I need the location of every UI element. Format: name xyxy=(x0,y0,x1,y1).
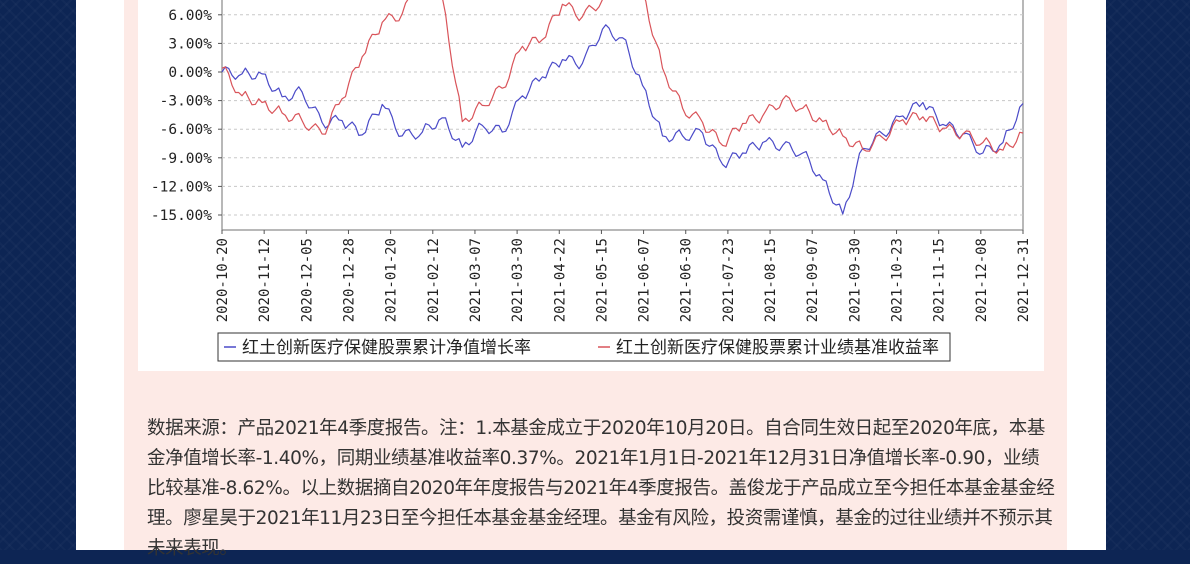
x-tick-label: 2021-06-30 xyxy=(679,238,695,322)
y-tick-label: 6.00% xyxy=(168,8,212,24)
x-tick-label: 2020-12-05 xyxy=(299,238,315,322)
y-tick-label: 0.00% xyxy=(168,65,212,81)
y-tick-label: -15.00% xyxy=(151,208,212,224)
chart-container: 6.00% 3.00% 0.00% -3.00% -6.00% -9.00% -12.00%… xyxy=(138,0,1044,371)
x-tick-label: 2021-01-20 xyxy=(384,238,400,322)
data-source-note: 数据来源：产品2021年4季度报告。注：1.本基金成立于2020年10月20日。… xyxy=(147,418,1055,559)
x-tick-label: 2020-12-28 xyxy=(341,238,357,322)
x-tick-label: 2020-11-12 xyxy=(257,238,273,322)
x-tick-label: 2021-02-12 xyxy=(426,238,442,322)
x-tick-label: 2021-04-22 xyxy=(552,238,568,322)
x-tick-label: 2021-11-15 xyxy=(932,238,948,322)
x-tick-label: 2021-12-08 xyxy=(974,238,990,322)
y-tick-label: -12.00% xyxy=(151,179,212,195)
nav-growth-line xyxy=(221,24,1024,215)
y-tick-label: -6.00% xyxy=(160,122,213,138)
x-tick-label: 2021-03-30 xyxy=(510,238,526,322)
y-tick-label: 3.00% xyxy=(168,36,212,52)
performance-line-chart: 6.00% 3.00% 0.00% -3.00% -6.00% -9.00% -12.00%… xyxy=(151,0,1032,362)
x-tick-label: 2021-09-30 xyxy=(847,238,863,322)
x-tick-label: 2021-08-15 xyxy=(763,238,779,322)
x-tick-label: 2021-09-07 xyxy=(805,238,821,322)
legend-box xyxy=(217,332,951,362)
legend-label-nav: 红土创新医疗保健股票累计净值增长率 xyxy=(242,338,531,358)
benchmark-return-line xyxy=(221,0,1024,154)
y-tick-label: -3.00% xyxy=(160,94,213,110)
x-tick-label: 2021-06-07 xyxy=(637,238,653,322)
legend-label-benchmark: 红土创新医疗保健股票累计业绩基准收益率 xyxy=(616,338,939,358)
x-tick-label: 2021-03-07 xyxy=(468,238,484,322)
x-tick-label: 2021-12-31 xyxy=(1016,238,1032,322)
y-tick-label: -9.00% xyxy=(160,151,213,167)
x-tick-label: 2021-07-23 xyxy=(721,238,737,322)
x-tick-label: 2021-10-23 xyxy=(890,238,906,322)
x-tick-label: 2021-05-15 xyxy=(594,238,610,322)
x-tick-label: 2020-10-20 xyxy=(215,238,231,322)
plot-frame xyxy=(221,0,1024,231)
